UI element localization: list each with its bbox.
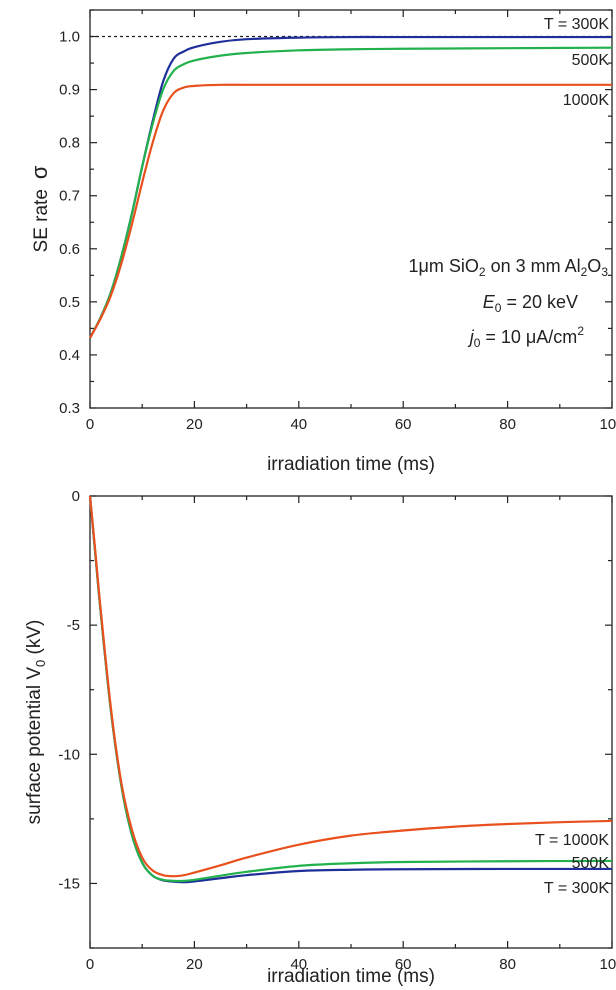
top-y-tick-label: 0.6 [59,241,80,258]
bottom-x-tick-label: 20 [186,956,203,973]
bottom-series-line-2 [88,495,613,878]
top-series-line-1 [89,46,613,339]
bottom-label-1000k: T = 1000K [535,832,609,849]
top-label-1000k: 1000K [563,92,610,109]
top-y-tick-label: 0.5 [59,294,80,311]
top-series [89,35,613,339]
bottom-y-tick-label: 0 [72,488,80,505]
bottom-x-tick-label: 60 [395,956,412,973]
bottom-y-tick-label: -5 [67,617,80,634]
bottom-panel: 0 20 40 60 80 100 0 -5 -10 -15 irradiation time (… [24,488,616,987]
bottom-y-tick-label: -15 [58,875,80,892]
top-label-500k: 500K [572,52,610,69]
top-panel: 0 20 40 60 80 100 0.3 0.4 0.5 0.6 0.7 0.8 0.9 1.0 irr… [27,9,616,475]
top-x-tick-label: 80 [499,416,516,433]
annotation-sample: 1μm SiO2 on 3 mm Al2O3 [408,256,608,279]
top-x-tick-label: 60 [395,416,412,433]
top-y-axis-title: SE rate σ [27,165,52,252]
bottom-x-tick-label: 80 [499,956,516,973]
bottom-y-axis-title: surface potential V0 (kV) [24,620,48,825]
top-x-tick-label: 20 [186,416,203,433]
bottom-y-tick-label: -10 [58,746,80,763]
bottom-series-line-0 [88,495,613,884]
top-axis-ticks: 0 20 40 60 80 100 0.3 0.4 0.5 0.6 0.7 0.8 0.9 1.0 [59,9,616,433]
top-y-axis-title-text: SE rate [31,189,52,252]
top-y-tick-label: 0.9 [59,82,80,99]
top-label-300k: T = 300K [544,16,609,33]
svg-text:SE rateσ: SE rate σ [27,165,52,252]
top-x-tick-label: 0 [86,416,94,433]
bottom-label-500k: 500K [572,855,610,872]
bottom-axis-ticks: 0 20 40 60 80 100 0 -5 -10 -15 [58,488,616,973]
top-y-tick-label: 0.4 [59,347,80,364]
bottom-x-tick-label: 100 [599,956,616,973]
top-y-tick-label: 0.7 [59,188,80,205]
top-x-axis-title: irradiation time (ms) [267,454,435,475]
svg-text:surface potential V0 (kV): surface potential V0 (kV) [24,620,48,825]
bottom-x-axis-title: irradiation time (ms) [267,966,435,987]
annotation-energy: E0 = 20 keV [483,292,578,315]
bottom-label-300k: T = 300K [544,880,609,897]
bottom-x-tick-label: 0 [86,956,94,973]
bottom-x-tick-label: 40 [290,956,307,973]
annotation-current: j0 = 10 μA/cm2 [467,324,585,350]
top-series-line-2 [89,83,612,339]
top-x-tick-label: 100 [599,416,616,433]
bottom-y-axis-title-text: surface potential V [24,667,45,825]
sigma-symbol: σ [27,165,52,179]
top-y-tick-label: 1.0 [59,29,80,46]
bottom-series [88,495,613,884]
top-y-tick-label: 0.3 [59,400,80,417]
top-x-tick-label: 40 [290,416,307,433]
top-y-tick-label: 0.8 [59,135,80,152]
annotation-block: 1μm SiO2 on 3 mm Al2O3 E0 = 20 keV j0 = … [408,256,608,350]
